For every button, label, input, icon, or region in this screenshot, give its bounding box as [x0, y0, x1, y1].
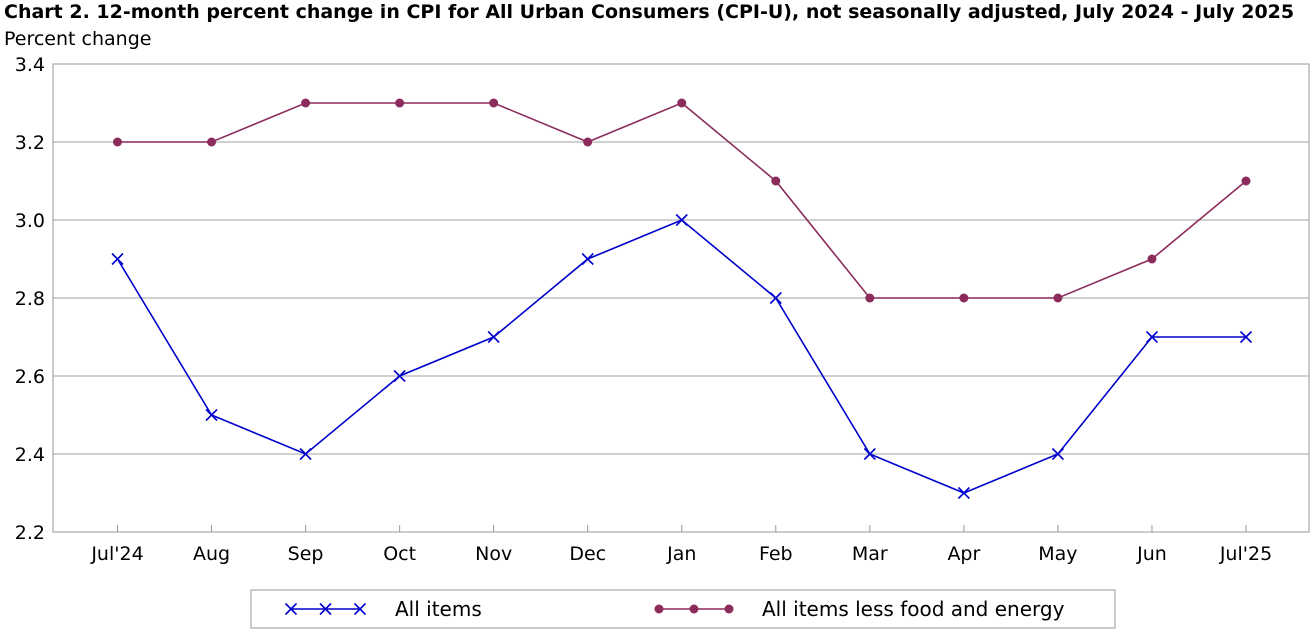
data-point — [1051, 447, 1064, 461]
marker-stroke — [299, 447, 312, 461]
x-tick-marks — [117, 525, 1247, 532]
data-point — [957, 486, 970, 500]
data-point — [959, 293, 969, 303]
data-point — [1241, 176, 1251, 186]
data-point — [489, 98, 499, 108]
data-point — [771, 176, 781, 186]
legend-marker — [654, 604, 664, 614]
legend-marker — [724, 604, 734, 614]
data-point — [113, 137, 122, 147]
data-point — [1145, 330, 1159, 344]
x-tick-label: Feb — [759, 543, 793, 565]
marker-stroke — [1145, 330, 1159, 344]
y-tick-label: 2.4 — [15, 444, 45, 466]
marker-stroke — [111, 252, 124, 266]
legend-label: All items less food and energy — [762, 597, 1065, 621]
y-tick-labels: 2.2 2.4 2.6 2.8 3.0 3.2 3.4 — [15, 54, 45, 544]
x-tick-label: Jul'25 — [1219, 543, 1272, 565]
y-tick-label: 2.6 — [15, 366, 45, 388]
x-tick-labels: Jul'24 Aug Sep Oct Nov Dec Jan Feb Mar Apr May Jun J… — [90, 543, 1272, 565]
marker-stroke — [1239, 330, 1253, 344]
series-layer — [111, 98, 1253, 500]
data-point — [675, 213, 688, 227]
grid-lines — [53, 141, 1309, 455]
x-tick-label: Jun — [1136, 543, 1167, 565]
x-tick-label: Oct — [383, 543, 416, 565]
marker-stroke — [675, 213, 688, 227]
data-point — [1147, 254, 1157, 264]
y-tick-label: 3.2 — [15, 132, 45, 154]
marker-stroke — [393, 369, 406, 383]
plot-frame — [52, 63, 1310, 533]
data-point — [863, 447, 876, 461]
y-tick-label: 3.0 — [15, 210, 45, 232]
legend-entry: All items less food and energy — [654, 597, 1065, 621]
data-point — [205, 408, 218, 422]
legend-label: All items — [395, 597, 482, 621]
marker-stroke — [487, 330, 500, 344]
series-line — [117, 102, 1247, 299]
marker-stroke — [205, 408, 218, 422]
y-tick-label: 2.8 — [15, 288, 45, 310]
legend-marker — [319, 602, 332, 616]
data-point — [299, 447, 312, 461]
x-tick-label: Dec — [569, 543, 606, 565]
data-point — [301, 98, 311, 108]
legend-entry: All items — [284, 597, 482, 621]
x-tick-label: Jul'24 — [90, 543, 143, 565]
data-point — [1239, 330, 1253, 344]
y-axis-label: Percent change — [4, 28, 152, 50]
y-tick-label: 2.2 — [15, 522, 45, 544]
x-tick-label: Sep — [288, 543, 324, 565]
legend-marker — [353, 602, 367, 616]
marker-stroke — [1051, 447, 1064, 461]
data-point — [487, 330, 500, 344]
data-point — [207, 137, 217, 147]
x-tick-label: Nov — [475, 543, 512, 565]
series-all-items — [111, 213, 1253, 500]
x-tick-label: Mar — [852, 543, 888, 565]
data-point — [677, 98, 687, 108]
marker-stroke — [769, 291, 782, 305]
data-point — [111, 252, 124, 266]
data-point — [581, 252, 594, 266]
x-tick-label: May — [1038, 543, 1077, 565]
marker-stroke — [319, 602, 332, 616]
marker-stroke — [284, 602, 298, 616]
x-tick-label: Apr — [947, 543, 980, 565]
marker-stroke — [353, 602, 367, 616]
x-tick-label: Jan — [666, 543, 696, 565]
legend: All items All items less food and energy — [250, 589, 1116, 629]
y-tick-label: 3.4 — [15, 54, 45, 76]
series-line — [116, 219, 1246, 494]
x-tick-label: Aug — [193, 543, 230, 565]
legend-marker — [284, 602, 298, 616]
data-point — [1053, 293, 1063, 303]
data-point — [769, 291, 782, 305]
data-point — [583, 137, 593, 147]
data-point — [865, 293, 875, 303]
series-core — [113, 98, 1251, 303]
marker-stroke — [863, 447, 876, 461]
chart-title: Chart 2. 12-month percent change in CPI … — [4, 1, 1295, 23]
marker-stroke — [581, 252, 594, 266]
data-point — [395, 98, 405, 108]
marker-stroke — [957, 486, 970, 500]
legend-marker — [689, 604, 699, 614]
data-point — [393, 369, 406, 383]
